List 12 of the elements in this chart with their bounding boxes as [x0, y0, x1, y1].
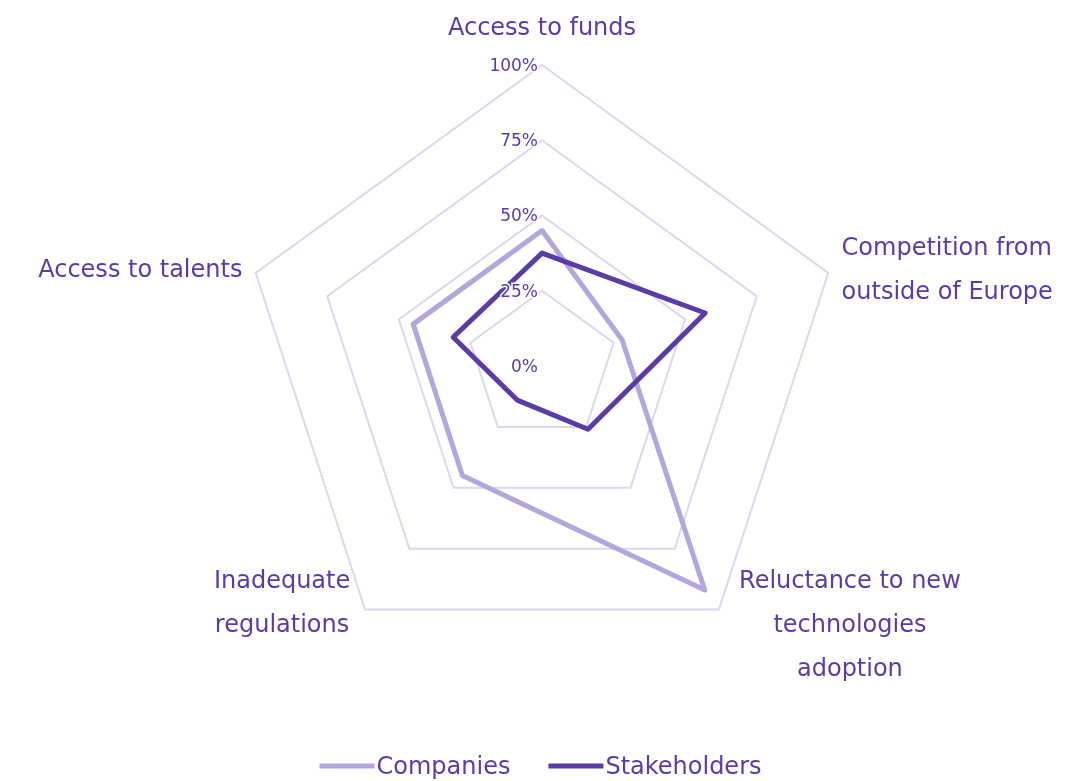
spoke-label: Competition from outside of Europe [841, 233, 1053, 306]
spoke-label: Access to funds [447, 13, 637, 42]
spoke-label: Reluctance to new technologies adoption [739, 565, 961, 682]
y-tick-label: 100% [489, 54, 538, 75]
y-tick-label: 0% [511, 355, 538, 376]
spoke-label: Inadequate regulations [213, 565, 351, 638]
y-tick-label: 75% [500, 130, 538, 151]
spoke-label: Access to talents [38, 255, 243, 284]
legend-label: Companies [376, 752, 511, 781]
y-tick-label: 25% [500, 280, 538, 301]
y-tick-label: 50% [500, 205, 538, 226]
legend-label: Stakeholders [605, 752, 762, 781]
